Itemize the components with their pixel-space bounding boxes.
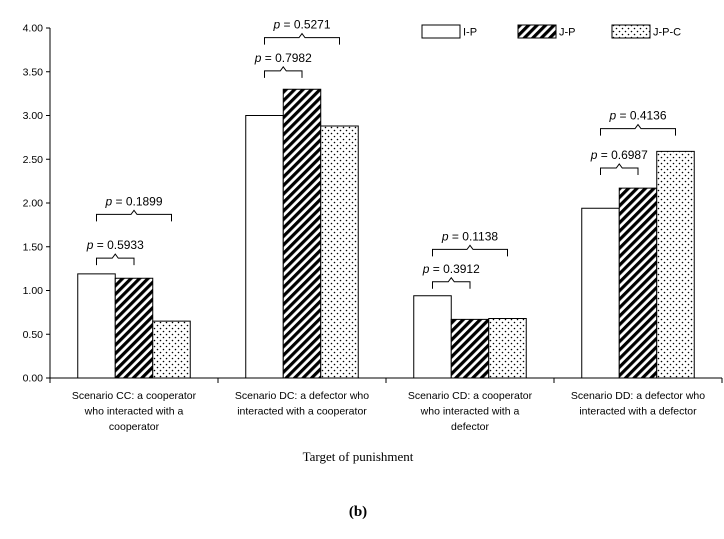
bar-j-p-c [488,318,527,379]
p-value-label: p = 0.1899 [104,194,162,208]
significance-bracket [96,253,135,266]
significance-bracket [432,276,471,289]
legend: I-P J-P J-P-C [421,24,681,39]
y-tick-label: 4.00 [23,23,44,35]
p-value-annotations: p = 0.5933 p = 0.1899 p = 0.7982 p = 0.5271… [86,18,676,289]
p-value-label: p = 0.6987 [590,148,648,162]
p-value-label: p = 0.1138 [441,229,499,243]
y-tick-label: 2.00 [23,198,44,210]
y-tick-label: 0.00 [23,373,44,385]
bar-i-p [245,115,284,379]
bar-j-p [450,318,490,379]
p-value-label: p = 0.7982 [254,51,312,65]
bar-j-p-c [152,320,191,379]
bar-i-p [413,295,452,379]
y-tick-label: 0.50 [23,329,44,341]
y-tick-label: 3.50 [23,66,44,78]
legend-label-i-p: I-P [463,27,477,39]
bar-j-p-c [320,125,359,379]
bar-j-p [282,88,322,379]
significance-bracket [96,209,172,222]
significance-bracket [264,32,340,45]
y-axis: 0.00 0.50 1.00 1.50 2.00 2.50 3.00 3.50 4.00 [23,23,51,385]
x-axis-title: Target of punishment [303,449,414,464]
bar-j-p [618,187,658,379]
x-category-label: Scenario CD: a cooperator who interacted … [408,390,533,433]
panel-label: (b) [349,504,367,520]
y-tick-label: 3.00 [23,110,44,122]
bar-i-p [581,207,620,379]
x-category-label: Scenario DC: a defector who interacted wi… [235,390,369,418]
significance-bracket [600,123,676,136]
y-tick-label: 2.50 [23,154,44,166]
p-value-label: p = 0.4136 [608,109,666,123]
y-tick-label: 1.50 [23,241,44,253]
bar-j-p [114,277,154,379]
significance-bracket [600,163,639,175]
legend-label-j-p-c: J-P-C [653,27,681,39]
p-value-label: p = 0.5933 [86,238,144,252]
bar-i-p [77,273,116,379]
x-category-label: Scenario DD: a defector who interacted wi… [571,390,705,418]
significance-bracket [432,244,508,257]
bar-j-p-c [656,150,695,379]
legend-swatch-i-p [421,24,461,39]
legend-swatch-j-p-c [611,24,651,39]
p-value-label: p = 0.3912 [422,262,480,276]
p-value-label: p = 0.5271 [272,18,330,32]
significance-bracket [264,66,303,78]
legend-swatch-j-p [517,24,557,39]
x-category-label: Scenario CC: a cooperator who interacted … [72,390,197,433]
x-axis: Scenario CC: a cooperator who interacted … [49,377,723,433]
bars [77,88,695,379]
legend-label-j-p: J-P [559,27,576,39]
y-tick-label: 1.00 [23,285,44,297]
